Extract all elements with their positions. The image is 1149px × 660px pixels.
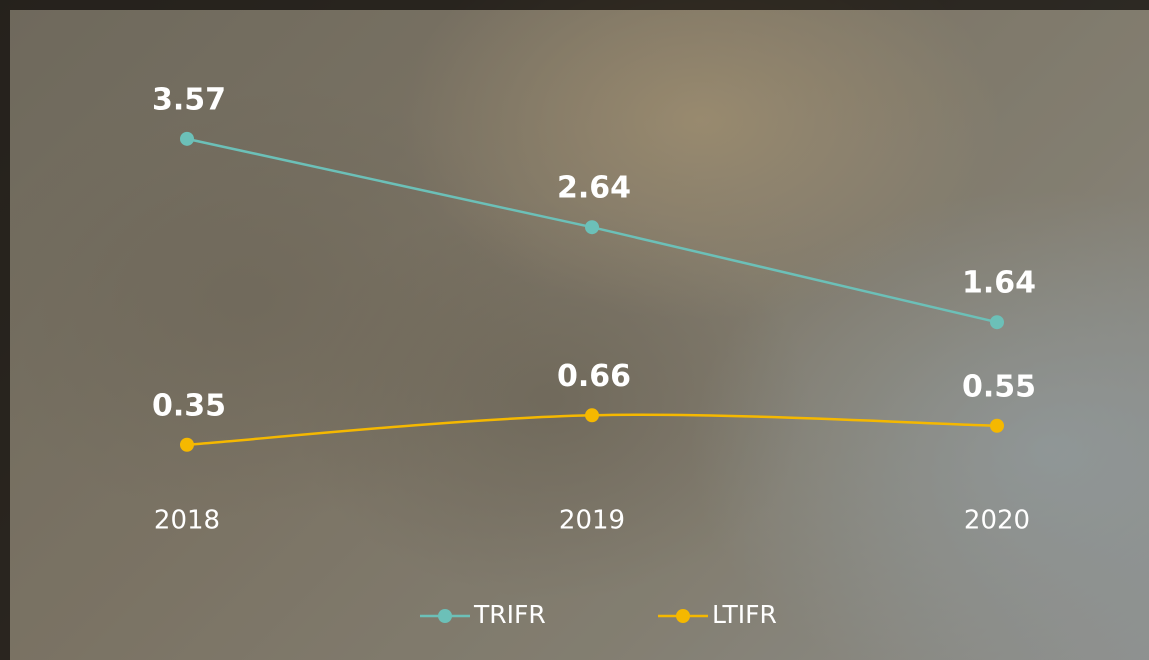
- data-point: [585, 220, 599, 234]
- data-point: [180, 438, 194, 452]
- chart: 2018 2019 2020 3.57 2.64 1.64 TRIFR 0.35 0.66 0.5…: [0, 0, 1149, 660]
- x-tick-label: 2019: [559, 506, 625, 536]
- data-label: 0.35: [152, 388, 226, 423]
- legend-marker: [438, 609, 452, 623]
- legend-label: TRIFR: [473, 600, 546, 629]
- data-label: 3.57: [152, 82, 226, 117]
- data-label: 0.66: [557, 359, 631, 394]
- legend-marker: [676, 609, 690, 623]
- data-point: [990, 315, 1004, 329]
- data-label: 0.55: [962, 369, 1036, 404]
- legend-label: LTIFR: [712, 600, 777, 629]
- data-point: [585, 408, 599, 422]
- x-tick-label: 2018: [154, 506, 220, 536]
- data-label: 2.64: [557, 171, 631, 206]
- data-point: [990, 419, 1004, 433]
- data-label: 1.64: [962, 266, 1036, 301]
- page: {"chart_data": {"type": "line", "categor…: [0, 0, 1149, 660]
- data-point: [180, 132, 194, 146]
- x-tick-label: 2020: [964, 506, 1030, 536]
